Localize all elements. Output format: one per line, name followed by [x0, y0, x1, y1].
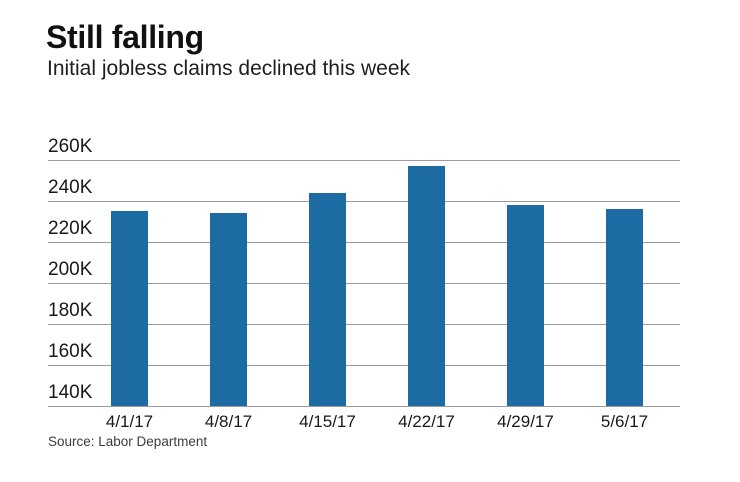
- bar: [111, 211, 148, 406]
- gridline: [48, 242, 680, 243]
- source-attribution: Source: Labor Department: [48, 434, 208, 449]
- x-tick-label: 5/6/17: [600, 412, 649, 431]
- gridline: [48, 406, 680, 407]
- y-tick-label: 200K: [48, 259, 93, 280]
- bar: [408, 166, 445, 406]
- chart-subtitle: Initial jobless claims declined this wee…: [47, 57, 410, 80]
- bar: [309, 192, 346, 406]
- y-tick-label: 240K: [48, 177, 93, 198]
- x-tick-label: 4/1/17: [105, 412, 154, 431]
- x-tick-label: 4/29/17: [497, 412, 554, 431]
- gridline: [48, 324, 680, 325]
- gridline: [48, 201, 680, 202]
- x-tick-label: 4/15/17: [299, 412, 356, 431]
- y-tick-label: 140K: [48, 382, 93, 403]
- bar: [507, 205, 544, 406]
- bar: [210, 213, 247, 406]
- y-tick-label: 220K: [48, 218, 93, 239]
- x-tick-label: 4/22/17: [398, 412, 455, 431]
- x-tick-label: 4/8/17: [204, 412, 253, 431]
- y-tick-label: 260K: [48, 136, 93, 157]
- gridline: [48, 365, 680, 366]
- y-tick-label: 180K: [48, 300, 93, 321]
- gridline: [48, 160, 680, 161]
- gridline: [48, 283, 680, 284]
- y-tick-label: 160K: [48, 341, 93, 362]
- chart-title: Still falling: [46, 19, 204, 55]
- bar: [606, 209, 643, 406]
